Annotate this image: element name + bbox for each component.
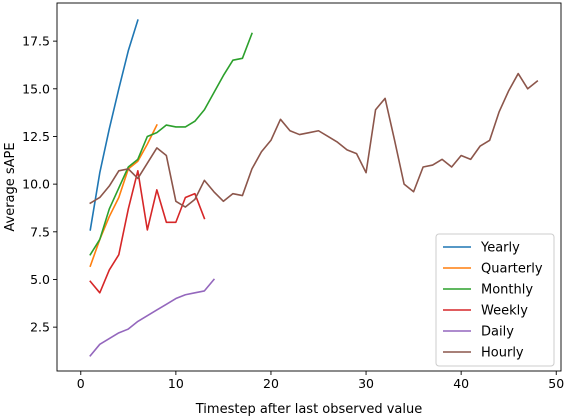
- legend: Yearly Quarterly Monthly Weekly Daily Hourly: [435, 233, 555, 367]
- y-tick-label: 17.5: [22, 34, 50, 49]
- x-tick-label: 10: [168, 376, 184, 391]
- x-tick-label: 20: [263, 376, 279, 391]
- series-line-hourly: [89, 72, 539, 208]
- series-line-yearly: [89, 19, 139, 231]
- y-tick-label: 10.0: [22, 177, 50, 192]
- y-axis-ticks: 2.5 5.0 7.5 10.0 12.5 15.0 17.5: [22, 34, 57, 335]
- x-tick-label: 40: [453, 376, 469, 391]
- legend-label-yearly: Yearly: [480, 241, 520, 256]
- x-axis-label: Timestep after last observed value: [195, 402, 422, 417]
- series-line-monthly: [89, 32, 253, 256]
- legend-label-weekly: Weekly: [481, 304, 528, 319]
- legend-label-daily: Daily: [481, 325, 514, 340]
- legend-label-monthly: Monthly: [481, 283, 533, 298]
- x-tick-label: 0: [77, 376, 85, 391]
- y-tick-label: 7.5: [30, 224, 50, 239]
- series-layer: [89, 19, 539, 357]
- plot-frame: [56, 2, 562, 372]
- legend-box: [435, 233, 555, 367]
- y-axis-label: Average sAPE: [3, 142, 18, 231]
- legend-label-quarterly: Quarterly: [481, 262, 543, 277]
- x-axis-ticks: 0 10 20 30 40 50: [77, 371, 564, 391]
- series-line-weekly: [89, 169, 206, 294]
- y-tick-label: 15.0: [22, 81, 50, 96]
- y-tick-label: 12.5: [22, 129, 50, 144]
- y-tick-label: 5.0: [30, 272, 50, 287]
- legend-label-hourly: Hourly: [481, 346, 524, 361]
- x-tick-label: 30: [358, 376, 374, 391]
- x-tick-label: 50: [548, 376, 564, 391]
- y-tick-label: 2.5: [30, 320, 50, 335]
- series-line-daily: [89, 278, 216, 357]
